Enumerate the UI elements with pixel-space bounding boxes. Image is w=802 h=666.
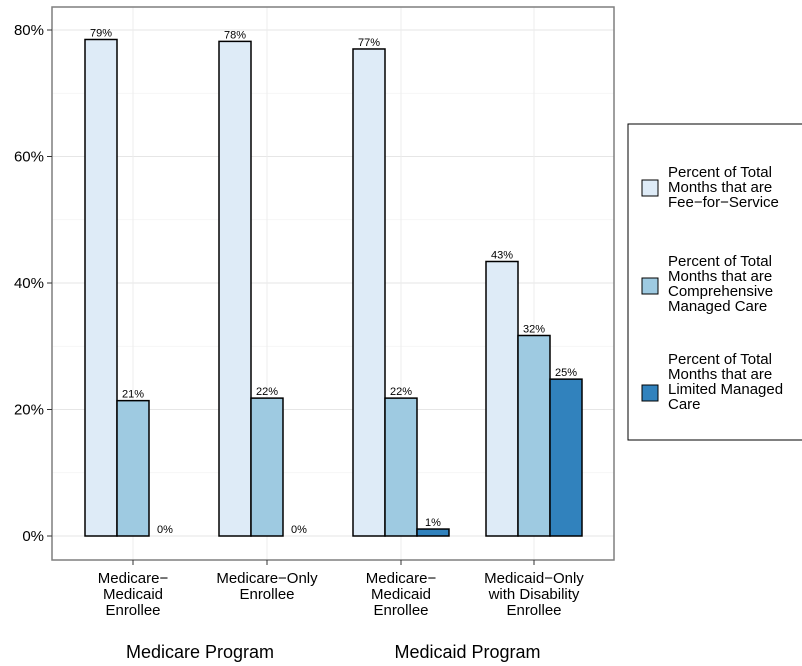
legend-key — [641, 277, 659, 295]
y-axis: 0% 20% 40% 60% 80% — [14, 22, 52, 545]
x-category-label: Medicare−Only Enrollee — [216, 570, 318, 603]
legend-key — [641, 384, 659, 402]
legend-label: Percent of Total Months that are Fee−for−S… — [668, 164, 779, 211]
y-tick-label: 0% — [22, 528, 44, 545]
legend-key — [641, 179, 659, 197]
data-label: 25% — [555, 367, 577, 379]
data-label: 79% — [90, 27, 112, 39]
data-label: 32% — [523, 323, 545, 335]
bar — [416, 528, 450, 537]
group-label: Medicare Program — [126, 642, 274, 662]
legend-label: Percent of Total Months that are Comprehen… — [668, 253, 773, 315]
legend-label: Percent of Total Months that are Limited M… — [668, 351, 783, 413]
bars: 79% 78% 77% 43% 21% 22% 22% 32% 0% 0% 1% 25% — [84, 27, 583, 537]
y-tick-label: 80% — [14, 22, 44, 39]
y-tick-label: 40% — [14, 275, 44, 292]
bar — [384, 397, 418, 537]
bar — [352, 48, 386, 537]
data-label: 22% — [256, 386, 278, 398]
legend: Percent of Total Months that are Fee−for−S… — [627, 123, 802, 441]
x-category-label: Medicare− Medicaid Enrollee — [366, 570, 437, 619]
bar — [84, 38, 118, 537]
data-label: 1% — [425, 517, 441, 529]
group-label: Medicaid Program — [394, 642, 540, 662]
data-label: 43% — [491, 249, 513, 261]
x-category-label: Medicaid−Only with Disability Enrollee — [484, 570, 584, 619]
bar — [218, 40, 252, 537]
x-axis: Medicare− Medicaid Enrollee Medicare−Only En… — [98, 560, 584, 662]
bar — [485, 260, 519, 537]
y-tick-label: 60% — [14, 149, 44, 166]
bar — [517, 334, 551, 537]
bar — [250, 397, 284, 537]
data-label: 21% — [122, 389, 144, 401]
x-category-label: Medicare− Medicaid Enrollee — [98, 570, 169, 619]
data-label: 22% — [390, 386, 412, 398]
bar — [549, 378, 583, 537]
data-label: 77% — [358, 37, 380, 49]
bar — [116, 399, 150, 537]
y-tick-label: 20% — [14, 402, 44, 419]
data-label: 0% — [157, 524, 173, 536]
data-label: 78% — [224, 29, 246, 41]
data-label: 0% — [291, 524, 307, 536]
